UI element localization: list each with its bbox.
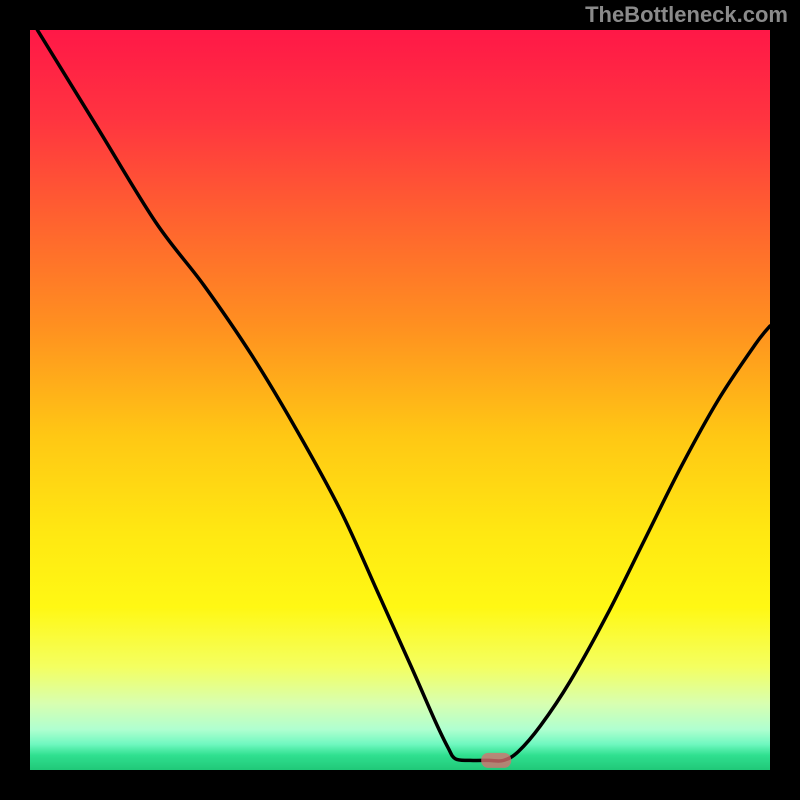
watermark-text: TheBottleneck.com <box>585 2 788 28</box>
bottleneck-chart <box>0 0 800 800</box>
optimal-marker <box>481 753 511 768</box>
chart-gradient-fill <box>30 30 770 770</box>
